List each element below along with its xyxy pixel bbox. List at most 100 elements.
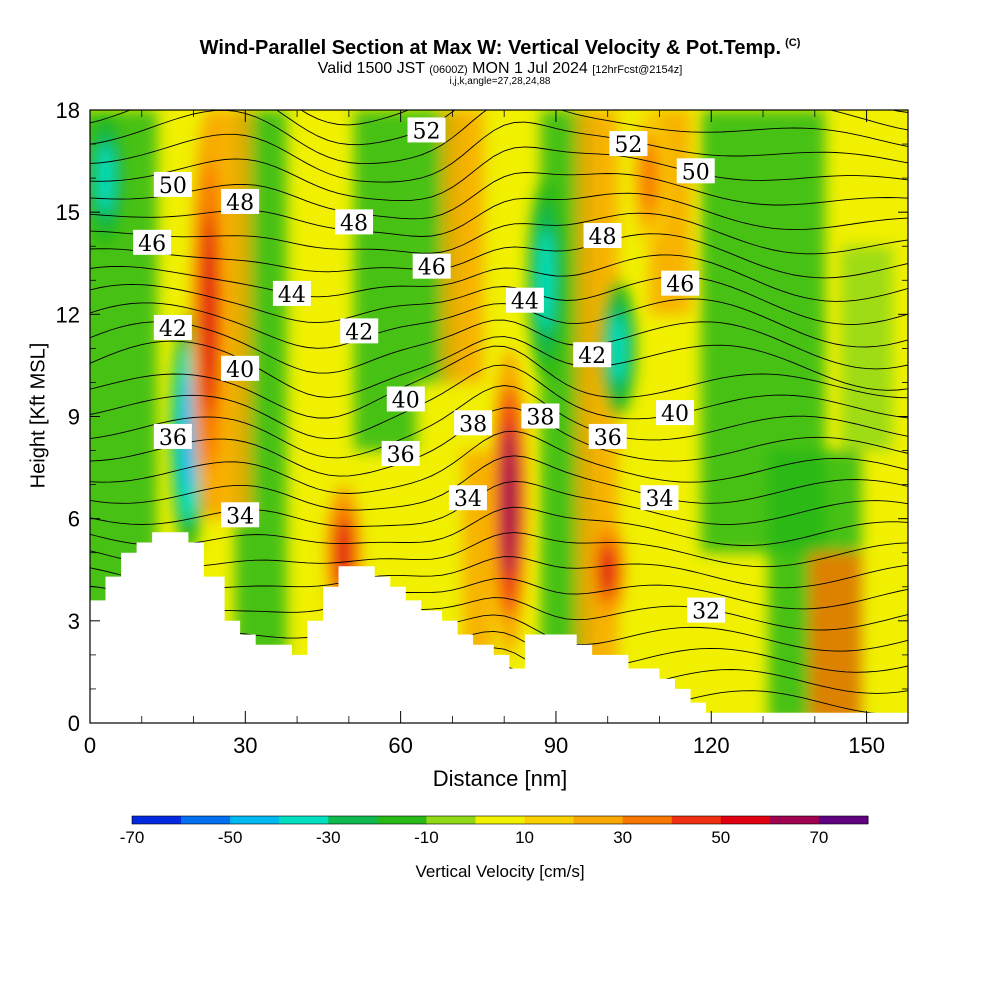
contour-label: 36 (153, 423, 192, 451)
colorbar-segment (230, 816, 280, 824)
contour-label: 36 (588, 423, 627, 451)
contour-label-text: 32 (692, 600, 720, 625)
contour-label-text: 52 (614, 133, 642, 158)
contour-label: 34 (448, 485, 487, 512)
contour-label-text: 42 (159, 317, 187, 342)
theta-line (90, 556, 908, 589)
contour-label: 48 (583, 223, 622, 250)
contour-label-text: 38 (459, 412, 487, 437)
y-tick-label: 3 (68, 609, 80, 634)
colorbar-segment (818, 816, 869, 824)
theta-line (90, 455, 908, 511)
contour-label-text: 50 (682, 160, 710, 185)
x-tick-label: 90 (544, 733, 568, 758)
contour-label: 40 (656, 400, 695, 427)
chart-title: Wind-Parallel Section at Max W: Vertical… (0, 37, 1000, 60)
indices-line: i,j,k,angle=27,28,24,88 (449, 76, 551, 87)
contour-label: 34 (640, 485, 679, 512)
y-tick-label: 18 (56, 98, 80, 123)
contour-label-text: 40 (661, 402, 689, 427)
colorbar-tick-label: -30 (316, 828, 341, 847)
theta-line (90, 506, 908, 547)
theta-line (90, 532, 908, 568)
contour-label-text: 38 (526, 406, 554, 431)
contour-label: 38 (521, 403, 560, 431)
valid-utc: (0600Z) (429, 64, 468, 76)
y-axis-label: Height [Kft MSL] (27, 342, 50, 489)
title-text: Wind-Parallel Section at Max W: Vertical… (199, 37, 782, 59)
contour-label-text: 34 (645, 487, 673, 512)
contour-label-text: 40 (392, 388, 420, 413)
contour-label: 46 (412, 253, 451, 281)
contour-label: 36 (381, 440, 420, 468)
x-tick-label: 30 (233, 733, 257, 758)
contour-label-text: 50 (159, 174, 187, 199)
valid-time-line: Valid 1500 JST (0600Z) MON 1 Jul 2024 [1… (0, 60, 1000, 78)
colorbar-segment (328, 816, 378, 824)
contour-label-text: 48 (226, 191, 254, 216)
colorbar-segment (132, 816, 182, 824)
y-tick-label: 0 (68, 711, 80, 736)
theta-line (90, 407, 908, 477)
velocity-core (201, 212, 217, 417)
contour-label: 48 (335, 209, 374, 236)
contour-label-text: 44 (278, 283, 306, 308)
theta-line (90, 233, 908, 279)
contour-label-text: 40 (226, 358, 254, 383)
theta-line (90, 345, 908, 419)
contour-label: 42 (340, 318, 379, 345)
velocity-core (537, 229, 554, 332)
theta-line (90, 276, 908, 325)
y-tick-label: 9 (68, 405, 80, 430)
contour-label: 46 (661, 270, 700, 298)
x-tick-label: 120 (693, 733, 730, 758)
contour-label: 50 (153, 171, 192, 199)
x-tick-label: 150 (848, 733, 885, 758)
valid-date: MON 1 Jul 2024 (472, 60, 588, 77)
theta-line (90, 336, 908, 398)
colorbar-tick-label: 70 (809, 828, 828, 847)
colorbar-segment (377, 816, 427, 824)
contour-label: 42 (573, 342, 612, 369)
contour-label: 48 (221, 188, 260, 216)
forecast-info: [12hrFcst@2154z] (592, 64, 683, 76)
x-tick-label: 0 (84, 733, 96, 758)
theta-line (90, 364, 908, 440)
contour-label: 42 (153, 314, 192, 342)
colorbar-segment (720, 816, 771, 824)
theta-line (90, 146, 908, 202)
velocity-core (97, 144, 114, 213)
contour-label: 38 (454, 410, 493, 437)
terrain (90, 532, 908, 723)
colorbar: -70 -50 -30 -10 10 30 50 70 (120, 815, 869, 847)
contour-label: 44 (505, 287, 544, 315)
contour-label-text: 44 (511, 290, 539, 315)
theta-line (90, 212, 908, 255)
colorbar-tick-label: 50 (711, 828, 730, 847)
y-tick-label: 6 (68, 507, 80, 532)
colorbar-tick-label: -10 (414, 828, 439, 847)
copyright-mark: (C) (785, 37, 801, 50)
colorbar-tick-label: -50 (218, 828, 243, 847)
colorbar-segment (426, 816, 476, 824)
contour-label-text: 46 (138, 232, 166, 257)
contour-label: 52 (407, 117, 446, 144)
contour-label-text: 36 (387, 443, 415, 468)
contour-label-text: 46 (418, 256, 446, 281)
theta-line (90, 577, 908, 613)
colorbar-segment (279, 816, 329, 824)
colorbar-frame (131, 815, 869, 825)
colorbar-segment (181, 816, 231, 824)
contour-label: 40 (386, 386, 425, 413)
colorbar-segment (573, 816, 624, 824)
contour-label-text: 42 (345, 320, 373, 345)
theta-line (90, 319, 908, 374)
x-axis-label: Distance [nm] (432, 766, 568, 791)
velocity-core (501, 425, 518, 579)
contour-label-text: 34 (454, 487, 482, 512)
colorbar-segment (769, 816, 820, 824)
contour-label-text: 52 (413, 119, 441, 144)
contour-label-text: 36 (159, 426, 187, 451)
